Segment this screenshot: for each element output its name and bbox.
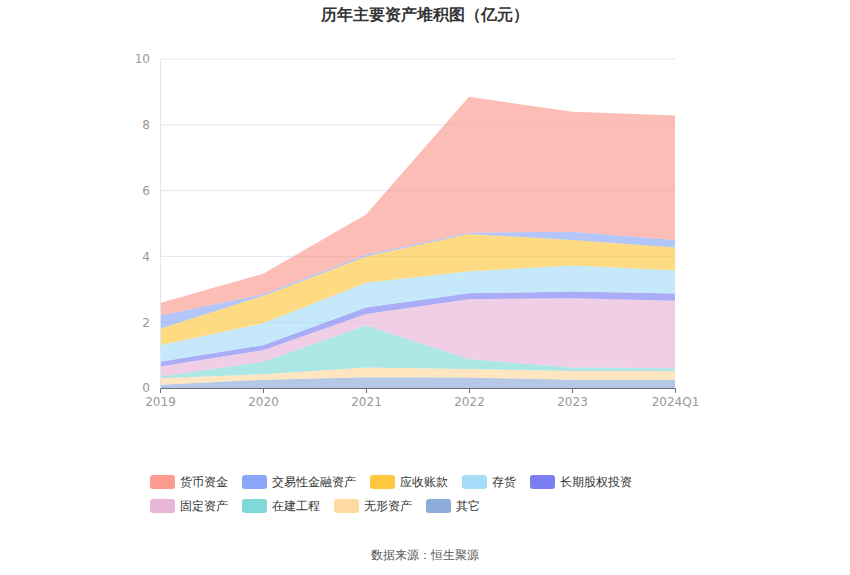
area: [160, 97, 675, 316]
y-tick-label: 4: [142, 250, 150, 264]
legend-swatch: [242, 499, 267, 513]
area: [160, 232, 675, 329]
y-tick: 0: [142, 381, 160, 395]
legend-item: 固定资产: [150, 499, 228, 513]
legend-label: 在建工程: [272, 499, 320, 513]
y-tick-label: 0: [142, 381, 150, 395]
plot-area: [160, 97, 675, 388]
grid: [160, 59, 675, 388]
x-tick: 2021: [351, 388, 382, 409]
legend-swatch: [370, 475, 395, 489]
legend-item: 其它: [426, 499, 480, 513]
x-tick-mark: [160, 388, 161, 393]
legend-item: 应收账款: [370, 475, 448, 489]
legend-label: 存货: [492, 475, 516, 489]
legend-label: 无形资产: [364, 499, 412, 513]
legend-swatch: [462, 475, 487, 489]
legend-label: 其它: [456, 499, 480, 513]
y-tick: 4: [142, 250, 160, 264]
x-axis: 2019 2020 2021 2022 2023 2024Q1: [145, 388, 699, 409]
legend-item: 无形资产: [334, 499, 412, 513]
legend-item: 货币资金: [150, 475, 228, 489]
x-tick-mark: [469, 388, 470, 393]
x-tick-mark: [366, 388, 367, 393]
y-tick-label: 2: [142, 316, 150, 330]
legend-label: 交易性金融资产: [272, 475, 356, 489]
legend-item: 长期股权投资: [530, 475, 632, 489]
legend-label: 长期股权投资: [560, 475, 632, 489]
legend-swatch: [242, 475, 267, 489]
y-tick: 10: [135, 52, 160, 66]
x-tick: 2024Q1: [652, 388, 700, 409]
x-tick-label: 2020: [248, 395, 279, 409]
x-tick-label: 2019: [145, 395, 176, 409]
x-tick-mark: [572, 388, 573, 393]
x-tick: 2022: [454, 388, 485, 409]
x-tick-label: 2023: [557, 395, 588, 409]
y-tick: 6: [142, 184, 160, 198]
x-axis-line: [161, 389, 676, 394]
x-tick: 2023: [557, 388, 588, 409]
grid-line: [160, 59, 675, 60]
legend-swatch: [334, 499, 359, 513]
legend: 货币资金 交易性金融资产 应收账款 存货 长期股权投资固定资产 在建工程 无形资产 其它: [150, 475, 632, 513]
y-tick-label: 6: [142, 184, 150, 198]
x-tick-label: 2022: [454, 395, 485, 409]
y-tick-label: 8: [142, 118, 150, 132]
title: 历年主要资产堆积图（亿元）: [320, 5, 529, 24]
annotation: 数据来源：恒生聚源: [371, 548, 479, 562]
chart: 历年主要资产堆积图（亿元） 2019 2020 2021 2022 2023 2024Q1 0…: [0, 0, 850, 575]
legend-item: 交易性金融资产: [242, 475, 356, 489]
x-tick-mark: [263, 388, 264, 393]
x-tick-mark: [675, 388, 676, 393]
legend-label: 货币资金: [180, 475, 228, 489]
legend-item: 存货: [462, 475, 516, 489]
legend-swatch: [530, 475, 555, 489]
x-tick: 2020: [248, 388, 279, 409]
y-tick: 2: [142, 316, 160, 330]
y-tick-label: 10: [135, 52, 150, 66]
legend-swatch: [426, 499, 451, 513]
y-tick: 8: [142, 118, 160, 132]
x-tick-label: 2021: [351, 395, 382, 409]
y-axis-line: [160, 60, 161, 389]
legend-label: 固定资产: [180, 499, 228, 513]
legend-item: 在建工程: [242, 499, 320, 513]
legend-swatch: [150, 499, 175, 513]
legend-swatch: [150, 475, 175, 489]
y-axis: 0 2 4 6 8 10: [135, 52, 161, 395]
x-tick-label: 2024Q1: [652, 395, 700, 409]
legend-label: 应收账款: [400, 475, 448, 489]
